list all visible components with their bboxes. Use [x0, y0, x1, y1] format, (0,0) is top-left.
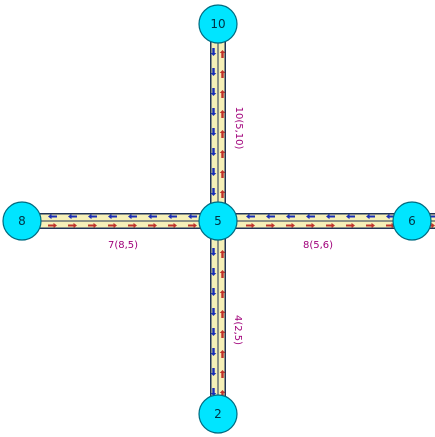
edge-label-10: 10(5,10) [233, 107, 244, 150]
arrow-left-blue [326, 213, 335, 220]
nodes-layer: 5 10 2 8 6 [2, 4, 432, 434]
arrow-up-red [219, 390, 226, 398]
edge-labels-layer: 10(5,10) 4(2,5) 7(8,5) 8(5,6) [108, 107, 333, 346]
arrow-down-blue [210, 148, 217, 156]
arrow-right-red [188, 222, 197, 229]
arrow-down-blue [210, 48, 217, 56]
arrow-right-red [246, 222, 255, 229]
arrow-left-blue [366, 213, 375, 220]
arrow-right-red [168, 222, 177, 229]
arrow-down-blue [210, 108, 217, 116]
direction-arrows-layer [48, 48, 435, 398]
edge-label-8: 8(5,6) [303, 240, 333, 251]
arrow-up-red [219, 250, 226, 258]
node-circle [198, 201, 238, 241]
arrow-up-red [219, 290, 226, 298]
arrow-down-blue [210, 308, 217, 316]
node-label: 6 [408, 214, 416, 228]
arrow-left-blue [306, 213, 315, 220]
arrow-right-red [148, 222, 157, 229]
arrow-right-red [266, 222, 275, 229]
arrow-left-blue [168, 213, 177, 220]
node-6[interactable]: 6 [392, 201, 432, 241]
arrow-down-blue [210, 68, 217, 76]
arrow-down-blue [210, 388, 217, 396]
node-circle [198, 4, 238, 44]
node-8[interactable]: 8 [2, 201, 42, 241]
arrow-right-red [128, 222, 137, 229]
arrow-down-blue [210, 168, 217, 176]
arrow-right-red [108, 222, 117, 229]
edge-label-7: 7(8,5) [108, 240, 138, 251]
node-circle [198, 394, 238, 434]
node-circle [2, 201, 42, 241]
node-circle [392, 201, 432, 241]
arrow-down-blue [210, 88, 217, 96]
node-label: 2 [214, 407, 222, 421]
arrow-left-blue [246, 213, 255, 220]
arrow-left-blue [286, 213, 295, 220]
edge-label-4: 4(2,5) [232, 315, 243, 345]
node-label: 8 [18, 214, 26, 228]
node-5[interactable]: 5 [198, 201, 238, 241]
arrow-left-blue [88, 213, 97, 220]
arrow-left-blue [48, 213, 57, 220]
arrow-up-red [219, 190, 226, 198]
arrow-down-blue [210, 288, 217, 296]
arrow-right-red [366, 222, 375, 229]
arrow-up-red [219, 370, 226, 378]
arrow-right-red [68, 222, 77, 229]
arrow-up-red [219, 330, 226, 338]
node-label: 10 [210, 17, 225, 31]
arrow-left-blue [188, 213, 197, 220]
arrow-left-blue [346, 213, 355, 220]
arrow-left-blue [266, 213, 275, 220]
arrow-right-red [286, 222, 295, 229]
arrow-right-red [326, 222, 335, 229]
arrow-down-blue [210, 188, 217, 196]
node-label: 5 [214, 214, 222, 228]
arrow-down-blue [210, 128, 217, 136]
arrow-down-blue [210, 368, 217, 376]
arrow-left-blue [148, 213, 157, 220]
arrow-up-red [219, 50, 226, 58]
arrow-left-blue [386, 213, 395, 220]
arrow-up-red [219, 310, 226, 318]
arrow-left-blue [68, 213, 77, 220]
arrow-up-red [219, 130, 226, 138]
arrow-right-red [306, 222, 315, 229]
arrow-right-red [88, 222, 97, 229]
arrow-up-red [219, 70, 226, 78]
arrow-up-red [219, 270, 226, 278]
arrow-up-red [219, 90, 226, 98]
arrow-up-red [219, 170, 226, 178]
node-10[interactable]: 10 [198, 4, 238, 44]
arrow-left-blue [108, 213, 117, 220]
arrow-left-blue [128, 213, 137, 220]
arrow-down-blue [210, 268, 217, 276]
arrow-right-red [48, 222, 57, 229]
arrow-up-red [219, 110, 226, 118]
arrow-down-blue [210, 248, 217, 256]
arrow-up-red [219, 350, 226, 358]
node-2[interactable]: 2 [198, 394, 238, 434]
arrow-right-red [346, 222, 355, 229]
arrow-up-red [219, 150, 226, 158]
arrow-down-blue [210, 328, 217, 336]
arrow-down-blue [210, 348, 217, 356]
